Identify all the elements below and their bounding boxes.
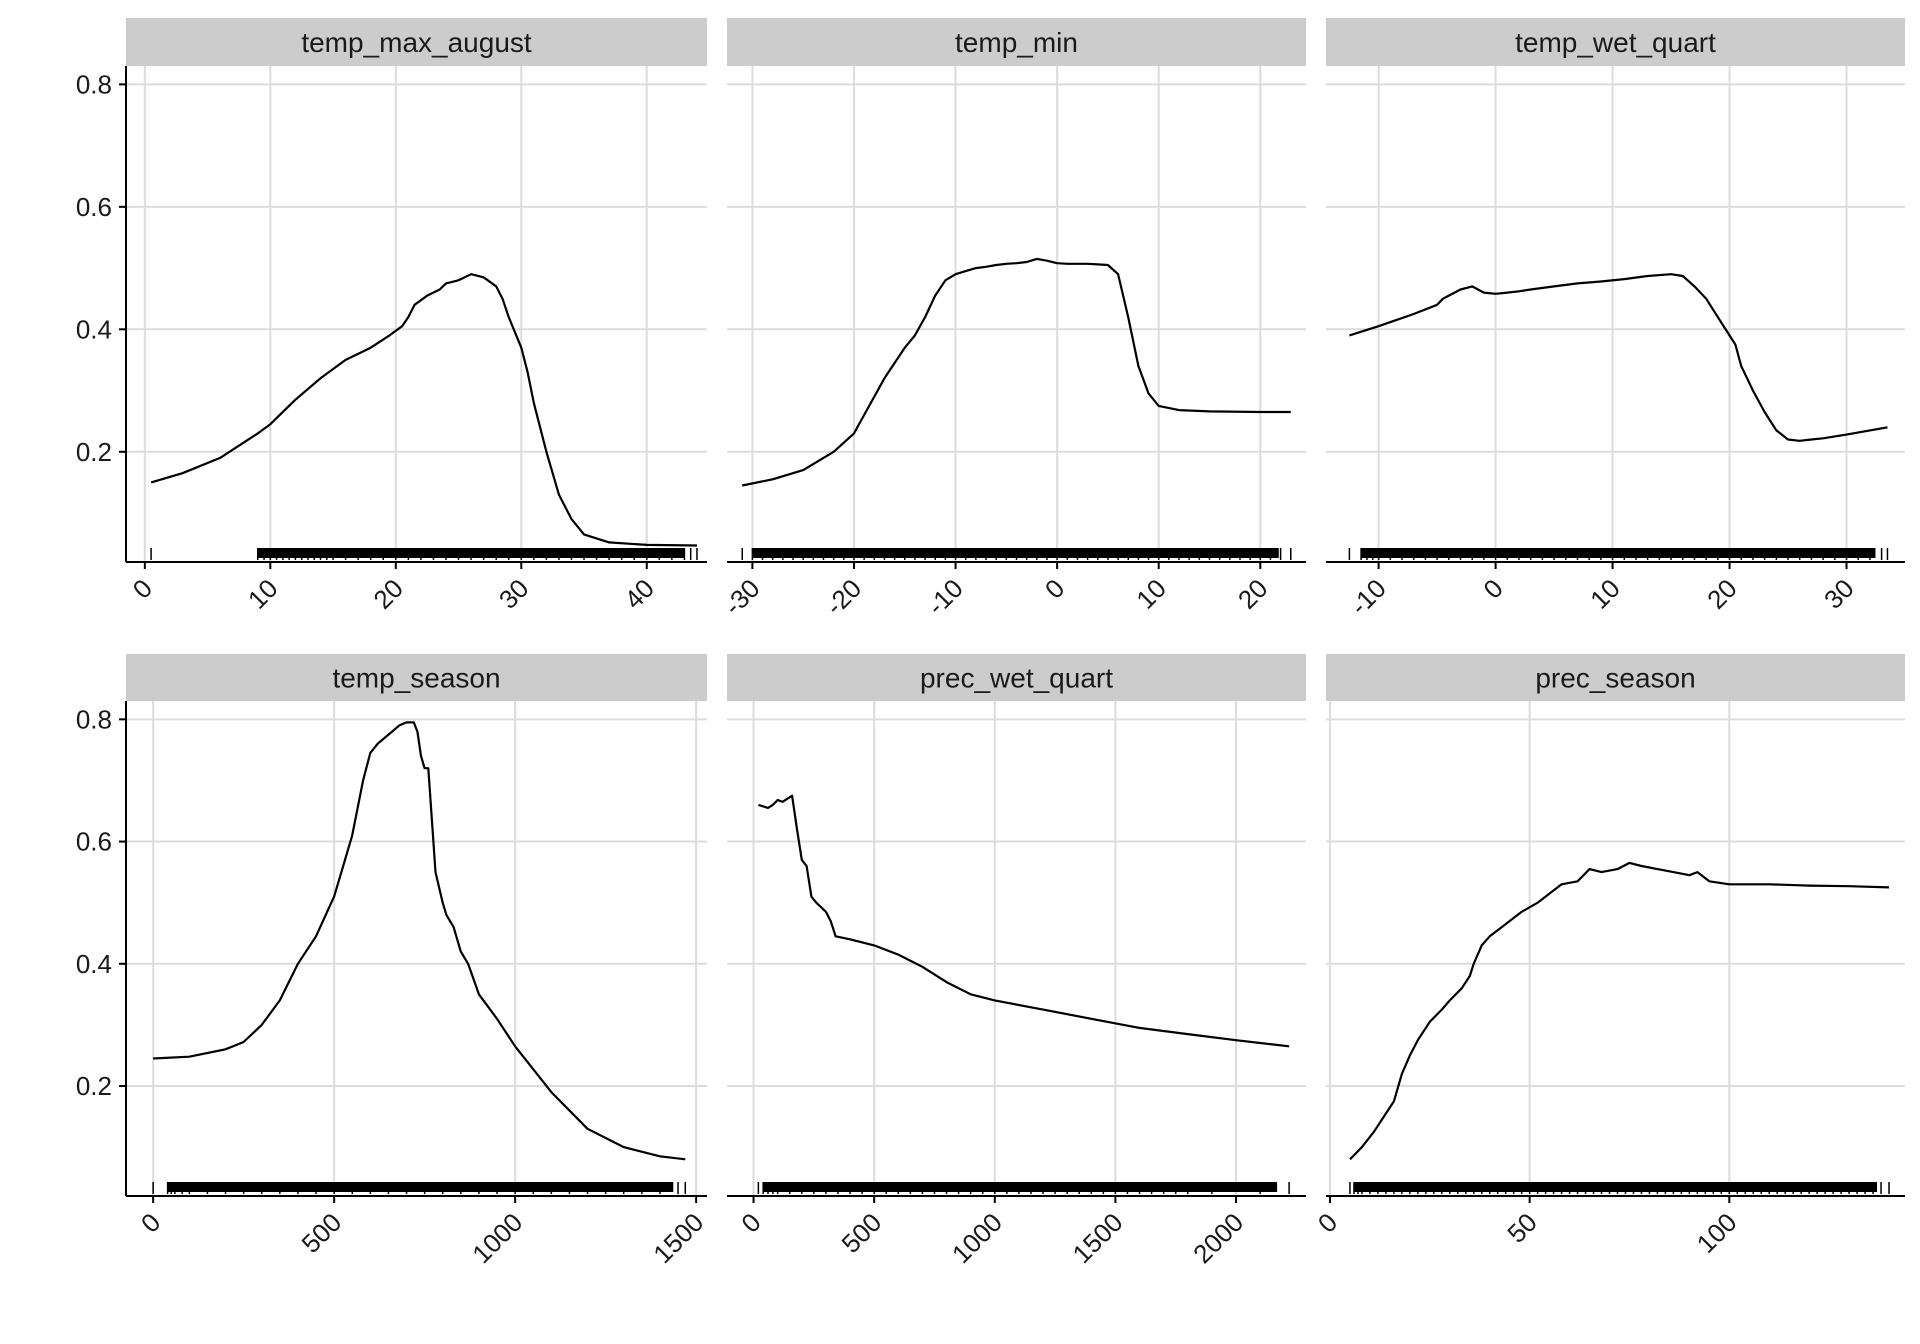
x-tick-label: 30 (493, 573, 535, 615)
facet-strip (1326, 654, 1905, 701)
facet-strip (727, 654, 1306, 701)
series-line (741, 257, 1291, 487)
x-tick-label: -30 (718, 573, 766, 621)
facet-strip (126, 654, 707, 701)
x-tick-label: 0 (735, 1207, 766, 1238)
panel-prec_wet_quart: prec_wet_quart 0 500 1000 1500 2000 (727, 654, 1306, 1269)
facet-title: temp_wet_quart (1515, 27, 1716, 58)
series-line (153, 721, 686, 1161)
x-tick-label: 100 (1691, 1207, 1743, 1259)
rug-band (1353, 1182, 1878, 1192)
x-tick-label: 0 (1477, 573, 1508, 604)
x-tick-label: 10 (1584, 573, 1626, 615)
x-tick-label: 50 (1501, 1207, 1543, 1249)
x-tick-label: 1000 (946, 1207, 1008, 1269)
x-tick-label: 20 (367, 573, 409, 615)
x-tick-label: 10 (1130, 573, 1172, 615)
y-tick-label: 0.8 (76, 704, 112, 734)
rug-band (167, 1182, 674, 1192)
series-line (758, 794, 1290, 1048)
x-tick-label: 1500 (1067, 1207, 1129, 1269)
x-tick-label: 500 (295, 1207, 347, 1259)
x-tick-label: -20 (819, 573, 867, 621)
series-line (1349, 273, 1888, 442)
panel-temp_min: temp_min -30 -20 -10 0 10 20 (718, 18, 1306, 621)
panel-temp_season: temp_season 0.2 0.4 0.6 0.8 0 500 1000 1500 (76, 654, 709, 1269)
rug-band (763, 1182, 1278, 1192)
y-tick-label: 0.4 (76, 314, 112, 344)
x-tick-label: 1500 (647, 1207, 709, 1269)
x-tick-label: -10 (921, 573, 969, 621)
x-tick-label: 20 (1232, 573, 1274, 615)
x-tick-label: 0 (127, 573, 158, 604)
facet-title: temp_max_august (301, 27, 532, 58)
facet-title: prec_season (1535, 663, 1695, 694)
x-tick-label: 1000 (466, 1207, 528, 1269)
series-line (150, 273, 698, 547)
x-tick-label: 20 (1701, 573, 1743, 615)
x-tick-label: 500 (836, 1207, 888, 1259)
y-tick-label: 0.4 (76, 949, 112, 979)
y-tick-label: 0.6 (76, 827, 112, 857)
x-tick-label: 0 (135, 1207, 166, 1238)
panel-temp_max_august: temp_max_august 0.2 0.4 0.6 0.8 0 10 20 30 40 (76, 18, 707, 615)
x-tick-label: 10 (242, 573, 284, 615)
y-tick-label: 0.2 (76, 437, 112, 467)
facet-title: temp_min (955, 27, 1078, 58)
facet-strip (1326, 18, 1905, 66)
facet-title: prec_wet_quart (920, 663, 1113, 694)
x-tick-label: 40 (618, 573, 660, 615)
x-tick-label: 30 (1818, 573, 1860, 615)
facet-strip (126, 18, 707, 66)
x-tick-label: 0 (1039, 573, 1070, 604)
rug-band (752, 548, 1279, 558)
x-tick-label: 0 (1312, 1207, 1343, 1238)
panel-prec_season: prec_season 0 50 100 (1312, 654, 1905, 1259)
y-tick-label: 0.2 (76, 1071, 112, 1101)
x-tick-label: 2000 (1187, 1207, 1249, 1269)
rug-band (1361, 548, 1876, 558)
y-tick-label: 0.8 (76, 69, 112, 99)
facet-title: temp_season (332, 663, 500, 694)
facet-strip (727, 18, 1306, 66)
series-line (1349, 861, 1890, 1161)
x-tick-label: -10 (1344, 573, 1392, 621)
y-tick-label: 0.6 (76, 192, 112, 222)
rug-band (257, 548, 685, 558)
panel-temp_wet_quart: temp_wet_quart -10 0 10 20 30 (1326, 18, 1905, 621)
